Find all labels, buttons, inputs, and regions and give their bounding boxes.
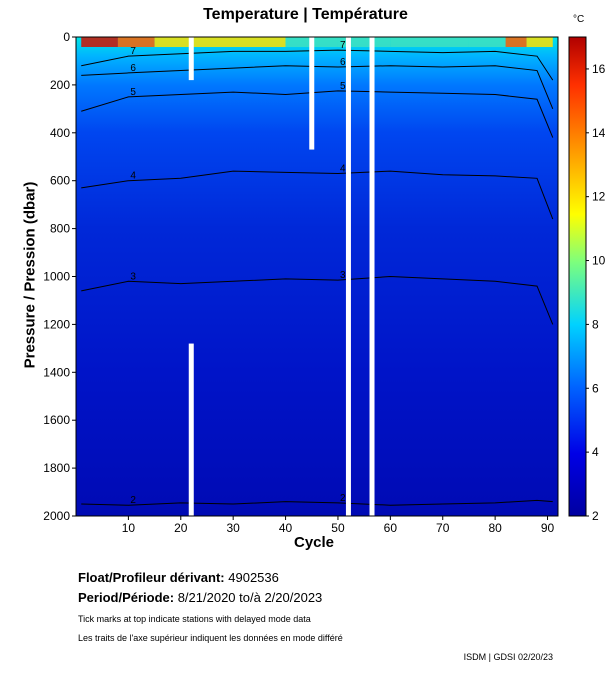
y-tick-label: 800 xyxy=(50,222,70,236)
contour-label-2: 2 xyxy=(340,493,346,504)
colorbar-tick-label: 16 xyxy=(592,62,606,76)
x-tick-label: 90 xyxy=(541,521,555,535)
contour-line-2 xyxy=(81,499,553,506)
x-tick-label: 70 xyxy=(436,521,450,535)
colorbar-unit: °C xyxy=(573,14,585,25)
colorbar-tick-label: 4 xyxy=(592,445,599,459)
y-tick-label: 2000 xyxy=(43,509,70,523)
x-tick-label: 10 xyxy=(122,521,136,535)
colorbar: 2 4 6 8 10 12 14 16 xyxy=(568,36,606,523)
note-english: Tick marks at top indicate stations with… xyxy=(78,614,311,624)
x-tick-label: 50 xyxy=(331,521,345,535)
contour-line-7 xyxy=(81,49,554,81)
y-tick-label: 0 xyxy=(63,30,70,44)
x-tick-label: 60 xyxy=(384,521,398,535)
contour-line-5 xyxy=(81,90,554,138)
contour-label-4: 4 xyxy=(340,164,346,175)
data-gap xyxy=(309,37,315,150)
float-label: Float/Profileur dérivant: xyxy=(78,570,225,585)
contour-line-6 xyxy=(81,65,554,110)
colorbar-tick-label: 8 xyxy=(592,317,599,331)
colorbar-gradient xyxy=(568,36,587,517)
float-value: 4902536 xyxy=(228,570,279,585)
footer-credit: ISDM | GDSI 02/20/23 xyxy=(463,652,553,662)
period-info: Period/Période: 8/21/2020 to/à 2/20/2023 xyxy=(78,590,322,605)
y-tick-label: 1600 xyxy=(43,413,70,427)
surface-warm-band xyxy=(337,37,391,47)
period-label: Period/Période: xyxy=(78,590,175,605)
surface-warm-band xyxy=(154,37,286,47)
surface-warm-band xyxy=(390,37,469,47)
temperature-field xyxy=(76,37,558,516)
contour-label-4: 4 xyxy=(130,171,136,182)
period-value: 8/21/2020 to/à 2/20/2023 xyxy=(177,590,323,605)
surface-warm-band xyxy=(81,37,118,47)
surface-warm-band xyxy=(117,37,155,47)
plot-area: 2 2 3 3 4 4 5 5 6 6 7 7 xyxy=(76,37,558,516)
y-tick-label: 1400 xyxy=(43,365,70,379)
y-tick-label: 600 xyxy=(50,174,70,188)
colorbar-tick-label: 6 xyxy=(592,381,599,395)
surface-warm-band xyxy=(526,37,553,47)
chart-title: Temperature | Température xyxy=(203,6,408,23)
y-tick-label: 400 xyxy=(50,126,70,140)
x-axis-label: Cycle xyxy=(293,534,335,551)
surface-warm-band xyxy=(505,37,527,47)
contour-label-3: 3 xyxy=(130,271,136,282)
contour-label-3: 3 xyxy=(340,270,346,281)
data-gap xyxy=(188,37,194,81)
data-gap xyxy=(345,37,351,516)
y-tick-label: 1000 xyxy=(43,270,70,284)
x-tick-label: 40 xyxy=(279,521,293,535)
contour-label-5: 5 xyxy=(130,87,136,98)
colorbar-tick-label: 12 xyxy=(592,190,606,204)
surface-warm-band xyxy=(468,37,506,47)
x-tick-label: 80 xyxy=(488,521,502,535)
colorbar-tick-label: 14 xyxy=(592,126,606,140)
y-tick-label: 1800 xyxy=(43,461,70,475)
contour-line-3 xyxy=(81,275,554,325)
contour-label-7: 7 xyxy=(130,46,136,57)
note-french: Les traits de l'axe supérieur indiquent … xyxy=(78,633,343,643)
contour-line-4 xyxy=(81,170,554,220)
data-gap xyxy=(369,37,375,516)
contour-label-6: 6 xyxy=(340,57,346,68)
y-tick-label: 200 xyxy=(50,78,70,92)
axes: 0 200 400 600 800 1000 1200 1400 1600 1800 2000 10 2… xyxy=(43,30,559,535)
colorbar-tick-label: 2 xyxy=(592,509,599,523)
y-tick-label: 1200 xyxy=(43,317,70,331)
contour-label-6: 6 xyxy=(130,63,136,74)
contour-label-7: 7 xyxy=(340,40,346,51)
x-tick-label: 30 xyxy=(226,521,240,535)
colorbar-tick-label: 10 xyxy=(592,254,606,268)
contour-label-2: 2 xyxy=(130,495,136,506)
x-tick-label: 20 xyxy=(174,521,188,535)
float-info: Float/Profileur dérivant: 4902536 xyxy=(78,570,279,585)
contour-label-5: 5 xyxy=(340,81,346,92)
data-gap xyxy=(188,343,194,516)
